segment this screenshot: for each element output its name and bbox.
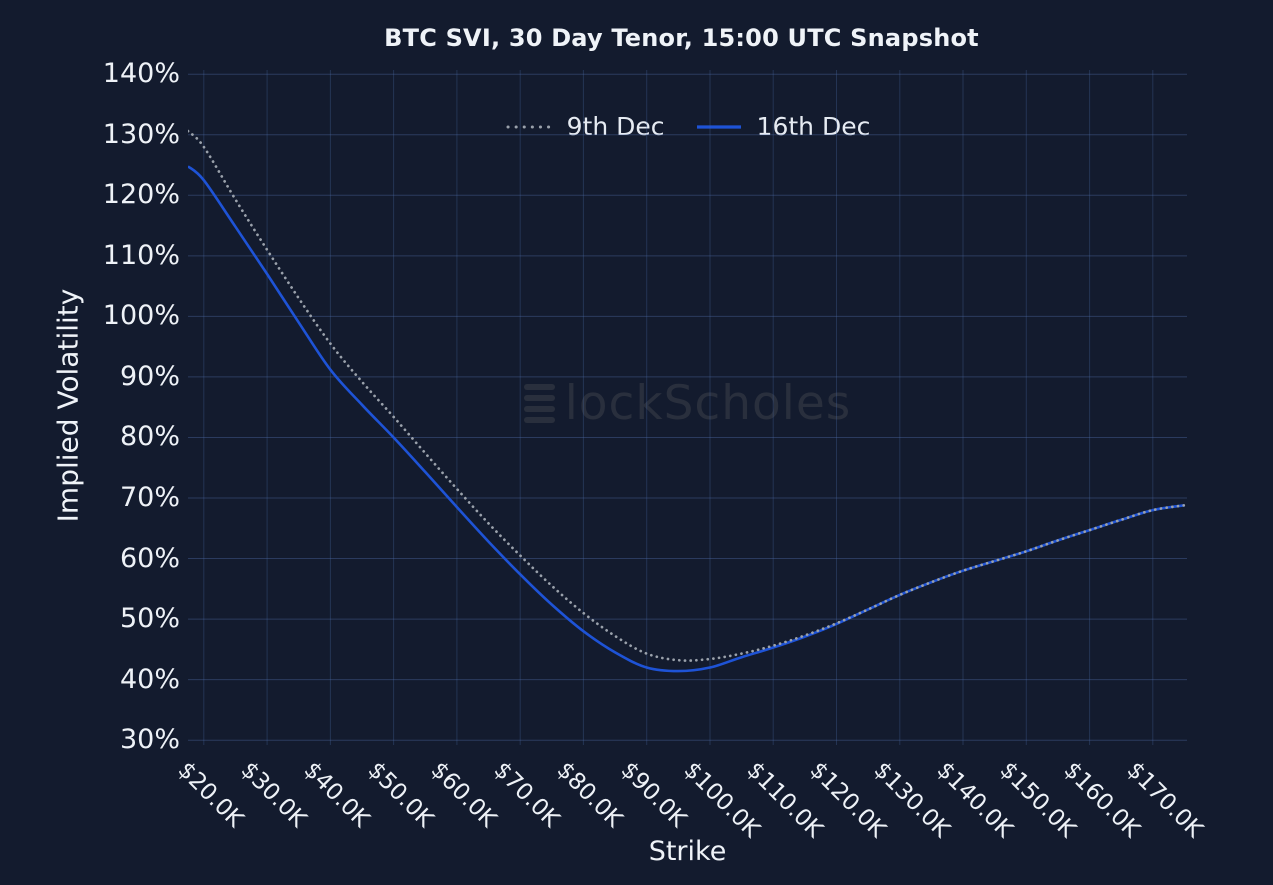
x-tick-label: $40.0K [298,757,375,833]
x-tick-label: $20.0K [172,757,249,833]
y-tick-label: 110% [102,239,180,271]
y-tick-label: 30% [119,724,180,756]
y-tick-label: 120% [102,179,180,211]
y-tick-label: 50% [119,603,180,635]
x-axis-title: Strike [648,836,727,867]
y-tick-label: 100% [102,300,180,332]
plot-area [188,70,1187,745]
y-tick-label: 80% [119,421,180,453]
solid-line-sample-icon [696,124,741,129]
legend-label-9th-dec: 9th Dec [566,112,665,141]
x-tick-label: $70.0K [488,757,565,833]
legend: 9th Dec 16th Dec [188,112,1187,141]
x-tick-label: $80.0K [552,757,628,833]
dotted-line-sample-icon [506,125,552,128]
x-tick-label: $30.0K [235,757,312,833]
y-tick-label: 90% [119,360,180,392]
chart-title: BTC SVI, 30 Day Tenor, 15:00 UTC Snapsho… [384,24,979,52]
legend-item-16th-dec: 16th Dec [695,112,871,141]
y-tick-label: 140% [102,58,180,90]
series-line-16th-dec [188,165,1185,673]
y-tick-label: 130% [102,118,180,150]
x-tick-label: $50.0K [362,757,438,833]
series-line-9th-dec [188,129,1186,662]
legend-item-9th-dec: 9th Dec [505,112,665,141]
x-tick-label: $60.0K [425,757,502,833]
y-tick-label: 70% [119,482,180,513]
y-tick-label: 40% [119,663,180,695]
legend-label-16th-dec: 16th Dec [756,112,871,141]
y-tick-label: 60% [119,542,180,574]
x-tick-label: $90.0K [615,757,691,833]
